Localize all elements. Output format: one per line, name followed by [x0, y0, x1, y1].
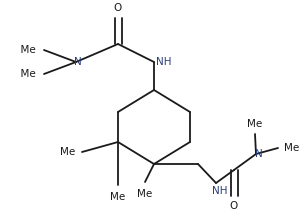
Text: NH: NH [156, 57, 172, 67]
Text: Me: Me [137, 189, 153, 199]
Text: O: O [230, 201, 238, 211]
Text: N: N [255, 149, 263, 159]
Text: Me: Me [284, 143, 300, 153]
Text: Me: Me [247, 119, 263, 129]
Text: NH: NH [212, 186, 228, 196]
Text: O: O [114, 3, 122, 13]
Text: Me: Me [60, 147, 76, 157]
Text: Me: Me [110, 192, 126, 202]
Text: N: N [74, 57, 82, 67]
Text: Me: Me [14, 69, 36, 79]
Text: Me: Me [14, 45, 36, 55]
